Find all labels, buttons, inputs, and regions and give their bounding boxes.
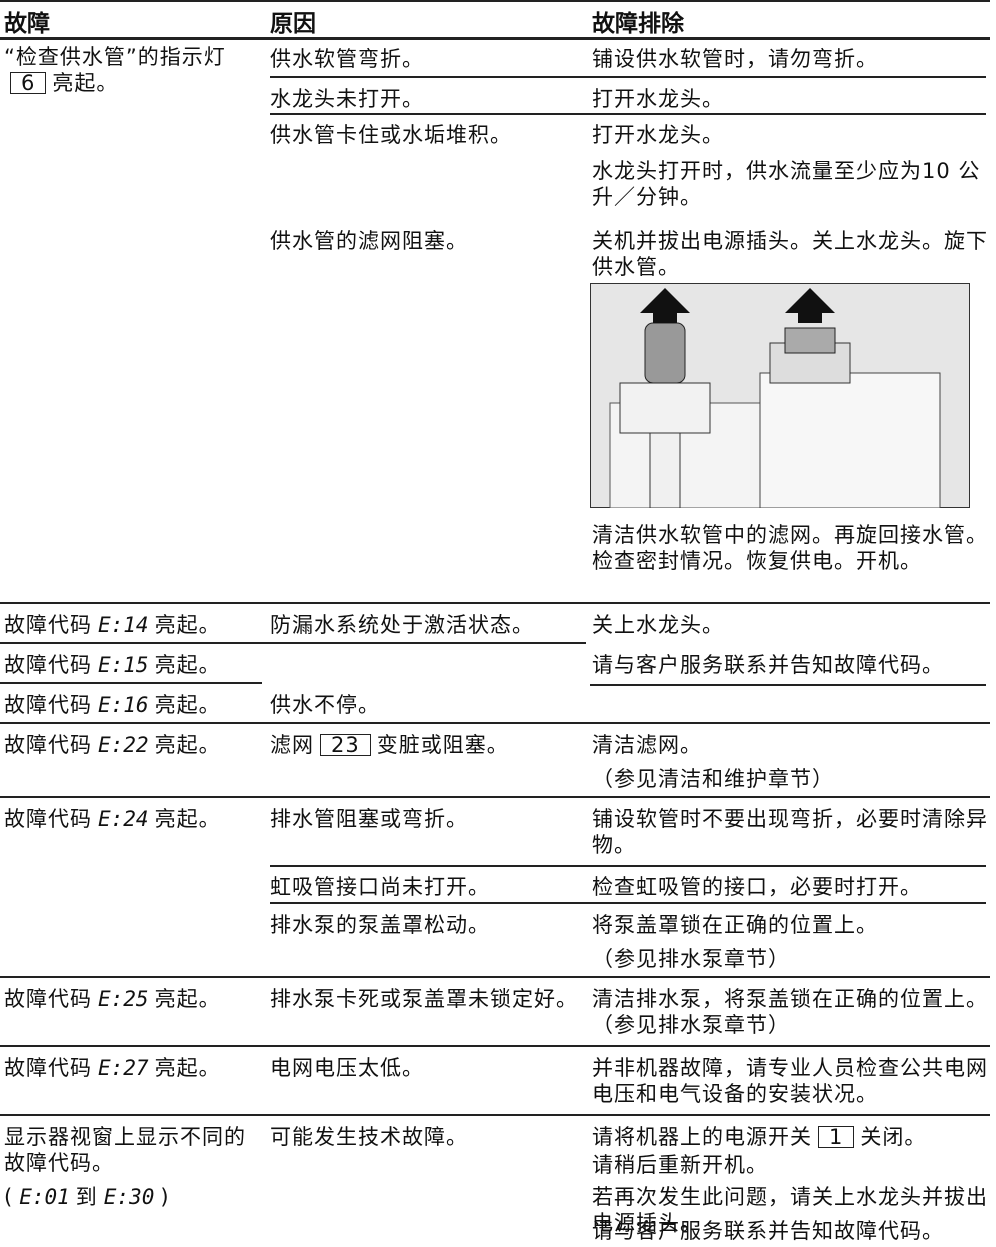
remedy: 打开水龙头。 — [592, 123, 724, 147]
text-part: E:01 — [19, 1185, 70, 1209]
text-part: 亮起。 — [154, 733, 221, 757]
rule — [270, 865, 986, 867]
rule — [0, 602, 990, 604]
cause: 排水泵的泵盖罩松动。 — [270, 913, 490, 937]
remedy: 水龙头打开时，供水流量至少应为10 公升／分钟。 — [592, 159, 981, 209]
remedy: 请稍后重新开机。 — [592, 1153, 768, 1177]
fault: (E:01 到 E:30) — [4, 1184, 262, 1210]
text-part: 故障代码 — [4, 653, 92, 677]
text-part: 故障代码 — [4, 1056, 92, 1080]
cause: 可能发生技术故障。 — [270, 1125, 468, 1149]
fault: 故障代码 E:25 亮起。 — [4, 986, 262, 1012]
remedy: 并非机器故障，请专业人员检查公共电网电压和电气设备的安装状况。 — [592, 1056, 988, 1106]
rule — [270, 76, 986, 78]
fault: 故障代码 E:24 亮起。 — [4, 806, 262, 832]
text-part: 到 — [75, 1185, 98, 1209]
remedy: 清洁供水软管中的滤网。再旋回接水管。检查密封情况。恢复供电。开机。 — [592, 523, 988, 573]
cause: 水龙头未打开。 — [270, 87, 424, 111]
text-part: 23 — [320, 734, 371, 756]
remedy: 请与客户服务联系并告知故障代码。 — [592, 653, 944, 677]
rule — [0, 796, 990, 798]
remedy: 关机并拔出电源插头。关上水龙头。旋下供水管。 — [592, 229, 988, 279]
text-part: E:22 — [98, 733, 149, 757]
text-part: 变脏或阻塞。 — [376, 733, 509, 757]
header-cause: 原因 — [270, 11, 316, 37]
text-part: E:24 — [98, 807, 149, 831]
text-part: E:15 — [98, 653, 149, 677]
text-part: ( — [4, 1185, 14, 1209]
remedy: 检查虹吸管的接口，必要时打开。 — [592, 875, 922, 899]
remedy: 请与客户服务联系并告知故障代码。 — [592, 1219, 944, 1243]
remedy: （参见排水泵章节） — [592, 947, 790, 971]
filter-illustration — [590, 283, 970, 508]
remedy: 清洁滤网。 — [592, 733, 702, 757]
remedy: （参见清洁和维护章节） — [592, 767, 834, 791]
rule — [0, 722, 990, 724]
text-part: 亮起。 — [52, 71, 119, 95]
text-part: 亮起。 — [154, 807, 221, 831]
fault: 故障代码 E:27 亮起。 — [4, 1055, 262, 1081]
text-part: 1 — [818, 1126, 855, 1148]
rule — [0, 0, 990, 2]
remedy: 铺设软管时不要出现弯折，必要时清除异物。 — [592, 807, 988, 857]
text-part: ) — [160, 1185, 170, 1209]
cause: 供水软管弯折。 — [270, 47, 424, 71]
cause: 供水不停。 — [270, 693, 380, 717]
text-part: 故障代码 — [4, 613, 92, 637]
remedy: 关上水龙头。 — [592, 613, 724, 637]
fault: 故障代码 E:15 亮起。 — [4, 652, 262, 678]
text-part: E:25 — [98, 987, 149, 1011]
text-part: E:30 — [103, 1185, 155, 1209]
rule — [270, 113, 986, 115]
rule — [590, 684, 986, 686]
rule — [0, 1114, 990, 1116]
rule — [0, 976, 990, 978]
text-part: 亮起。 — [154, 1056, 221, 1080]
cause: 电网电压太低。 — [270, 1056, 424, 1080]
text-part: 故障代码 — [4, 733, 92, 757]
remedy: 将泵盖罩锁在正确的位置上。 — [592, 913, 878, 937]
remedy: 请将机器上的电源开关 1 关闭。 — [592, 1124, 990, 1150]
rule — [0, 642, 586, 644]
cause: 排水泵卡死或泵盖罩未锁定好。 — [270, 987, 578, 1011]
fault: 故障代码 E:22 亮起。 — [4, 732, 262, 758]
fault: 显示器视窗上显示不同的故障代码。 — [4, 1125, 246, 1175]
cause: 排水管阻塞或弯折。 — [270, 807, 468, 831]
text-part: 6 — [10, 72, 47, 94]
header-remedy: 故障排除 — [592, 11, 684, 37]
text-part: 亮起。 — [154, 653, 221, 677]
text-part: 故障代码 — [4, 807, 92, 831]
text-part: E:27 — [98, 1056, 149, 1080]
fault: 故障代码 E:16 亮起。 — [4, 692, 262, 718]
text-part: 亮起。 — [154, 693, 221, 717]
text-part: “检查供水管”的指示灯 — [4, 45, 226, 69]
text-part: E:16 — [98, 693, 149, 717]
remedy: 若再次发生此问题，请关上水龙头并拔出电源插头。 — [592, 1185, 988, 1235]
fault: “检查供水管”的指示灯 6 亮起。 — [4, 44, 262, 96]
text-part: 滤网 — [270, 733, 314, 757]
text-part: 关闭。 — [860, 1125, 927, 1149]
text-part: 亮起。 — [154, 987, 221, 1011]
header-rule — [0, 37, 990, 40]
remedy: 打开水龙头。 — [592, 87, 724, 111]
rule — [0, 682, 262, 684]
text-part: 请将机器上的电源开关 — [592, 1125, 812, 1149]
fault: 故障代码 E:14 亮起。 — [4, 612, 262, 638]
rule — [0, 1045, 990, 1047]
text-part: 故障代码 — [4, 693, 92, 717]
text-part: 故障代码 — [4, 987, 92, 1011]
cause: 滤网 23 变脏或阻塞。 — [270, 732, 586, 758]
cause: 防漏水系统处于激活状态。 — [270, 613, 534, 637]
remedy: 铺设供水软管时，请勿弯折。 — [592, 47, 878, 71]
rule — [270, 902, 986, 904]
text-part: 亮起。 — [154, 613, 221, 637]
cause: 供水管卡住或水垢堆积。 — [270, 123, 512, 147]
cause: 虹吸管接口尚未打开。 — [270, 875, 490, 899]
cause: 供水管的滤网阻塞。 — [270, 229, 468, 253]
remedy: 清洁排水泵，将泵盖锁在正确的位置上。（参见排水泵章节） — [592, 987, 988, 1037]
text-part: E:14 — [98, 613, 149, 637]
header-fault: 故障 — [4, 11, 50, 37]
